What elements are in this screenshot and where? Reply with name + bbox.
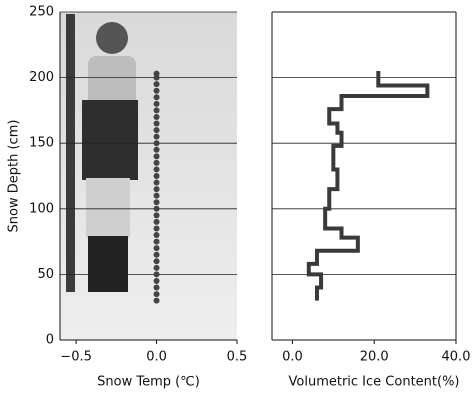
point [153, 173, 160, 179]
line [306, 71, 430, 301]
x-tick-label: 20.0 [360, 350, 389, 365]
point [153, 284, 160, 291]
point [153, 271, 160, 278]
point [153, 258, 160, 265]
point [153, 146, 160, 153]
point [153, 166, 160, 173]
y-tick-label: 50 [37, 267, 54, 282]
point [153, 297, 160, 304]
point [153, 245, 160, 252]
x-tick-label: 0.0 [146, 350, 167, 365]
point [153, 225, 160, 232]
point [153, 113, 160, 120]
point [153, 153, 160, 160]
point [153, 251, 160, 258]
point [153, 179, 160, 186]
point [153, 120, 160, 127]
point [153, 81, 160, 88]
photo [60, 12, 237, 340]
point [153, 133, 160, 140]
point [153, 238, 160, 245]
y-tick-label: 250 [29, 5, 54, 20]
x-tick-label: 0.0 [282, 350, 303, 365]
y-tick-label: 200 [29, 70, 54, 85]
point [153, 232, 160, 239]
point [153, 107, 160, 114]
point [153, 100, 160, 107]
x-axis-label: Snow Temp (℃) [97, 375, 200, 390]
y-tick-label: 150 [29, 136, 54, 151]
x-axis-label: Volumetric Ice Content(%) [289, 375, 460, 390]
point [153, 159, 160, 166]
point [153, 264, 160, 271]
y-tick-label: 100 [29, 201, 54, 216]
point [153, 87, 160, 94]
point [153, 205, 160, 212]
x-tick-label: 0.5 [227, 350, 248, 365]
point [153, 127, 160, 134]
y-tick-label: 0 [46, 333, 54, 348]
point [153, 291, 160, 298]
point [153, 212, 160, 219]
point [153, 192, 160, 199]
x-tick-label: 40.0 [442, 350, 471, 365]
x-tick-label: −0.5 [60, 350, 92, 365]
point [153, 140, 160, 147]
point [153, 199, 160, 206]
point [153, 70, 160, 77]
point [153, 94, 160, 101]
point [153, 218, 160, 225]
point [153, 186, 160, 193]
point [153, 277, 160, 284]
y-axis-label: Snow Depth (cm) [7, 120, 22, 233]
